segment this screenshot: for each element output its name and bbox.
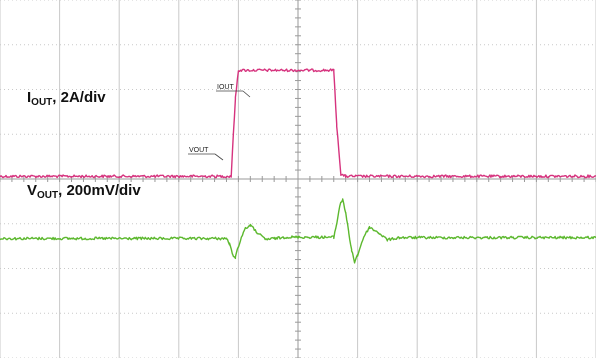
iout-label-sub: OUT — [31, 97, 52, 108]
vout-label-main: V — [27, 182, 37, 199]
vout-label-rest: , 200mV/div — [58, 182, 141, 199]
iout-trace-tag: IOUT — [217, 84, 234, 91]
traces — [0, 68, 596, 264]
vout-scale-label: VOUT, 200mV/div — [27, 182, 141, 201]
iout-label-main: I — [27, 89, 31, 106]
iout-scale-label: IOUT, 2A/div — [27, 89, 106, 108]
iout-label-rest: , 2A/div — [52, 89, 106, 106]
iout-tag-pointer — [242, 90, 251, 98]
series-line-vout — [0, 198, 596, 264]
vout-tag-pointer — [214, 153, 224, 161]
vout-label-sub: OUT — [37, 190, 58, 201]
vout-trace-tag: VOUT — [189, 147, 209, 154]
series-line-iout — [0, 68, 596, 179]
